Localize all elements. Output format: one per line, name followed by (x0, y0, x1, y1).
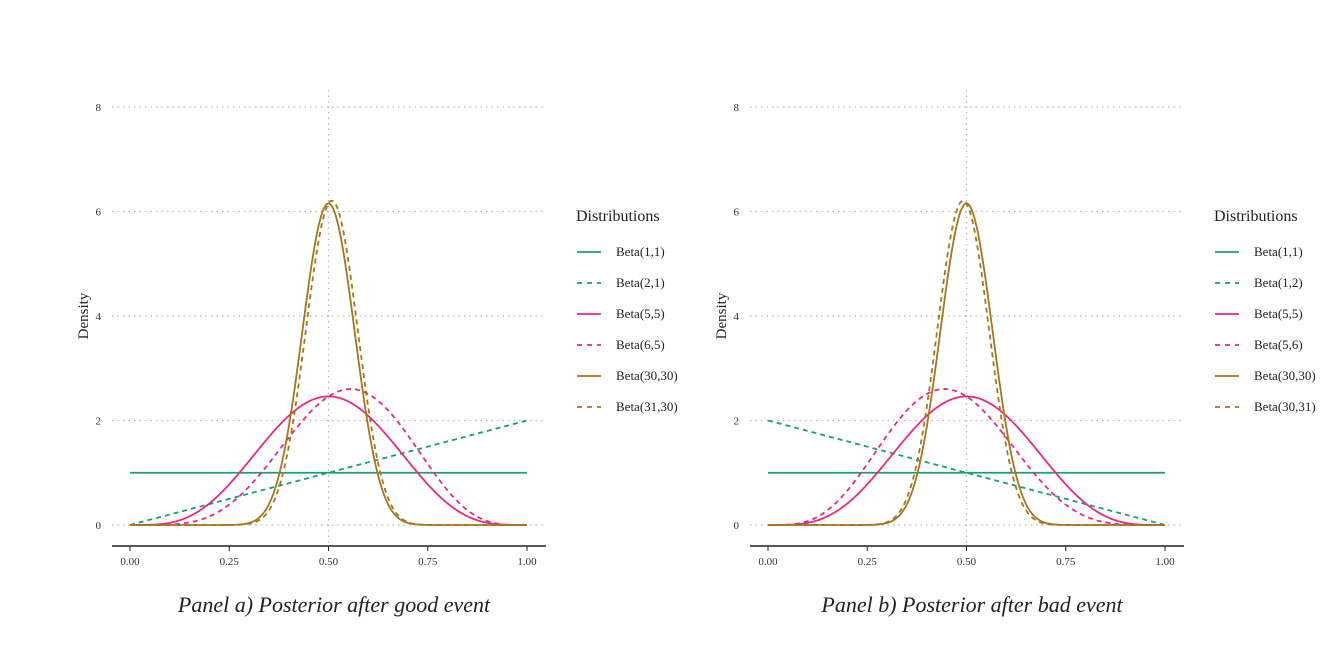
series-line-a-Beta(5,5) (130, 395, 527, 526)
legend-item-b-4: Beta(30,30) (1214, 360, 1336, 391)
legend-label-b-4: Beta(30,30) (1254, 367, 1316, 383)
legend-label-b-1: Beta(1,2) (1254, 274, 1303, 290)
legend-key-b-0 (1215, 250, 1239, 253)
legend-key-a-4 (577, 374, 601, 377)
legend-label-a-0: Beta(1,1) (616, 243, 665, 259)
y-axis-title-b: Density (714, 292, 730, 339)
x-tick-label-a-1: 0.25 (220, 556, 240, 568)
series-line-a-Beta(2,1) (129, 419, 528, 526)
series-line-b-Beta(30,31) (768, 199, 1165, 526)
legend-item-a-4: Beta(30,30) (576, 360, 706, 391)
series-line-a-Beta(31,30) (130, 199, 527, 526)
y-axis-title-a: Density (76, 292, 92, 339)
legend-key-a-1 (577, 281, 601, 284)
legend-label-a-3: Beta(6,5) (616, 336, 665, 352)
legend-key-b-1 (1215, 281, 1239, 284)
legend-key-a-5 (577, 405, 601, 408)
legend-item-b-0: Beta(1,1) (1214, 236, 1336, 267)
legend-key-b-4 (1215, 374, 1239, 377)
y-tick-label-b-2: 4 (734, 311, 740, 323)
legend-item-b-1: Beta(1,2) (1214, 267, 1336, 298)
series-line-b-Beta(5,6) (768, 388, 1165, 526)
legend-a-title: Distributions (576, 208, 660, 225)
legend-b-title: Distributions (1214, 208, 1298, 225)
x-tick-label-b-2: 0.50 (957, 556, 977, 568)
legend-key-b-2 (1215, 312, 1239, 315)
legend-item-b-3: Beta(5,6) (1214, 329, 1336, 360)
legend-key-b-5 (1215, 405, 1239, 408)
legend-key-a-0 (577, 250, 601, 253)
panel-a-caption: Panel a) Posterior after good event (177, 592, 491, 617)
legend-label-a-2: Beta(5,5) (616, 305, 665, 321)
x-tick-label-b-1: 0.25 (858, 556, 878, 568)
x-tick-label-a-4: 1.00 (517, 556, 537, 568)
series-line-a-Beta(6,5) (130, 388, 527, 526)
y-tick-label-b-4: 8 (734, 102, 740, 114)
legend-item-a-2: Beta(5,5) (576, 298, 706, 329)
series-line-b-Beta(30,30) (768, 202, 1165, 526)
y-tick-label-a-2: 4 (96, 311, 102, 323)
y-tick-label-a-1: 2 (96, 416, 102, 428)
legend-item-a-5: Beta(31,30) (576, 391, 706, 422)
legend-key-b-3 (1215, 343, 1239, 346)
legend-item-a-0: Beta(1,1) (576, 236, 706, 267)
y-tick-label-a-3: 6 (96, 207, 102, 219)
series-line-b-Beta(1,2) (767, 419, 1166, 526)
legend-label-a-5: Beta(31,30) (616, 398, 678, 414)
series-line-b-Beta(5,5) (768, 395, 1165, 526)
legend-label-a-1: Beta(2,1) (616, 274, 665, 290)
y-tick-label-b-3: 6 (734, 207, 740, 219)
x-tick-label-b-3: 0.75 (1056, 556, 1076, 568)
series-line-a-Beta(30,30) (130, 202, 527, 526)
y-tick-label-a-0: 0 (96, 520, 102, 532)
legend-item-a-3: Beta(6,5) (576, 329, 706, 360)
x-tick-label-a-2: 0.50 (319, 556, 339, 568)
y-tick-label-b-1: 2 (734, 416, 740, 428)
legend-key-a-2 (577, 312, 601, 315)
legend-label-b-2: Beta(5,5) (1254, 305, 1303, 321)
chart-a-plot: 0 2 4 6 8 0.00 0.25 0.50 0.75 1.00 Density (76, 90, 546, 568)
x-tick-label-a-3: 0.75 (418, 556, 438, 568)
panel-a: 0 2 4 6 8 0.00 0.25 0.50 0.75 1.00 Density Distrib… (76, 90, 678, 617)
x-tick-label-b-4: 1.00 (1155, 556, 1175, 568)
legend-label-a-4: Beta(30,30) (616, 367, 678, 383)
x-tick-label-b-0: 0.00 (758, 556, 778, 568)
chart-b-plot: 0 2 4 6 8 0.00 0.25 0.50 0.75 1.00 Density (714, 90, 1184, 568)
panel-b: 0 2 4 6 8 0.00 0.25 0.50 0.75 1.00 Density Distrib… (638, 0, 1316, 662)
legend-item-b-5: Beta(30,31) (1214, 391, 1336, 422)
legend-a: Distributions Beta(1,1) Beta(2,1) Beta(5,5… (576, 208, 706, 422)
legend-label-b-3: Beta(5,6) (1254, 336, 1303, 352)
x-tick-label-a-0: 0.00 (120, 556, 140, 568)
y-tick-label-b-0: 0 (734, 520, 740, 532)
legend-label-b-0: Beta(1,1) (1254, 243, 1303, 259)
legend-b: Distributions Beta(1,1) Beta(1,2) Beta(5,5… (1214, 208, 1336, 422)
y-tick-label-a-4: 8 (96, 102, 102, 114)
legend-item-b-2: Beta(5,5) (1214, 298, 1336, 329)
panel-b-caption: Panel b) Posterior after bad event (821, 592, 1123, 617)
legend-label-b-5: Beta(30,31) (1254, 398, 1316, 414)
legend-key-a-3 (577, 343, 601, 346)
legend-item-a-1: Beta(2,1) (576, 267, 706, 298)
